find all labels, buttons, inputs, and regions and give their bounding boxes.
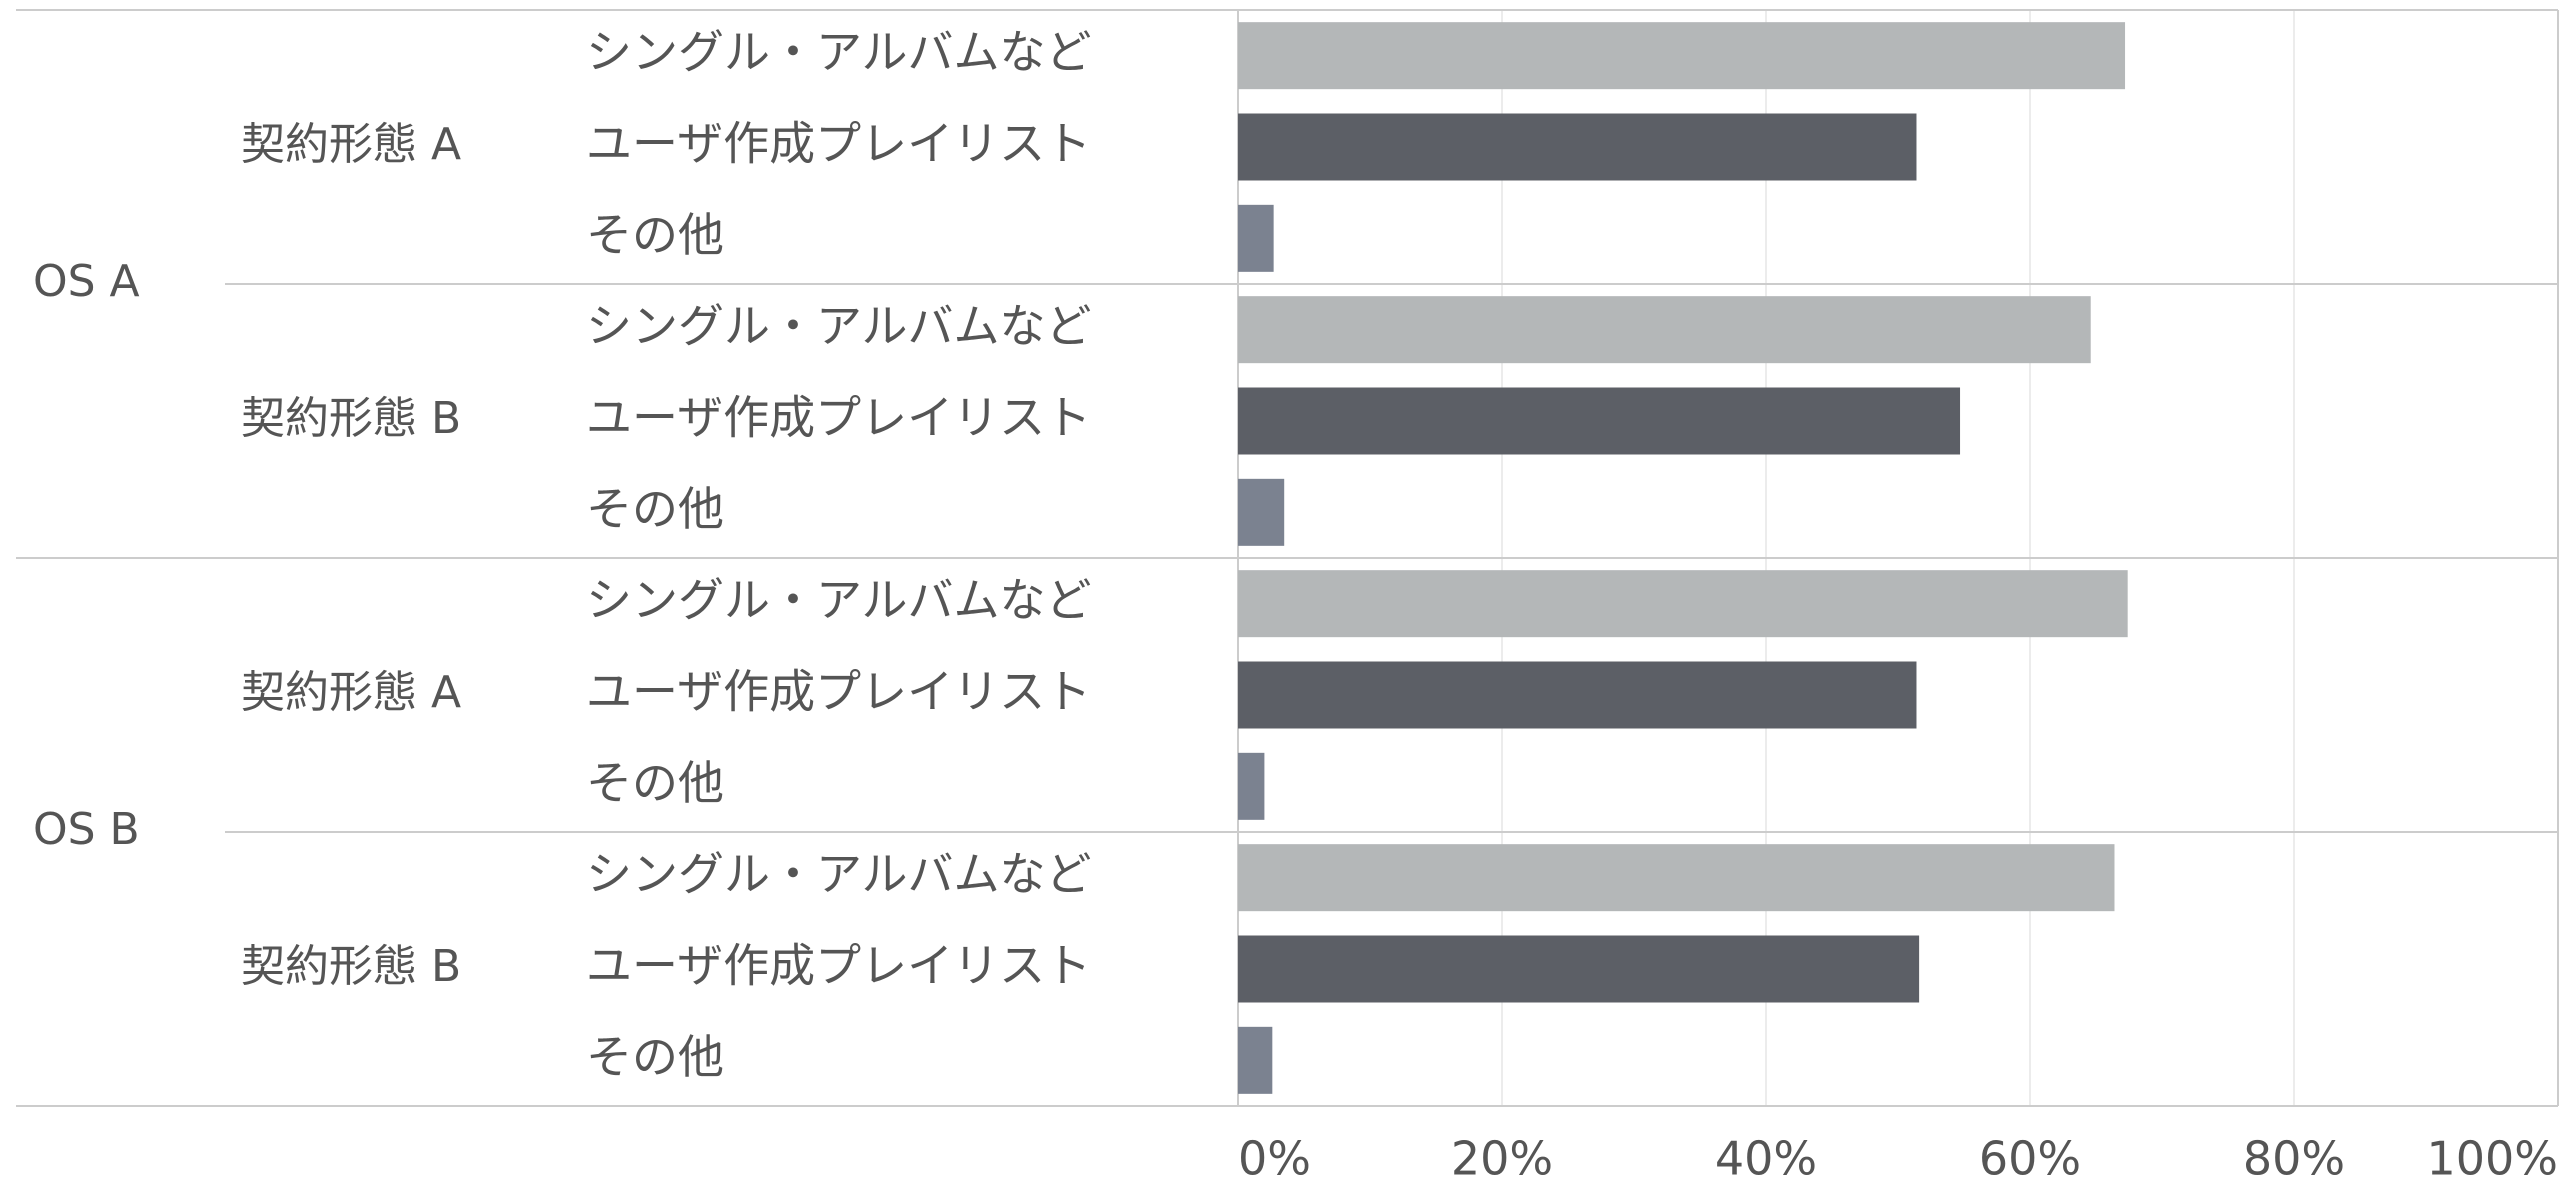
category-label: その他 xyxy=(586,482,724,536)
bar xyxy=(1238,752,1265,820)
group-label: OS B xyxy=(33,804,140,855)
bar xyxy=(1238,22,2126,90)
subgroup-label: 契約形態 A xyxy=(241,667,461,718)
category-label: その他 xyxy=(586,208,724,262)
category-label: ユーザ作成プレイリスト xyxy=(586,391,1091,445)
x-tick-label: 60% xyxy=(1979,1132,2081,1186)
x-tick-label: 20% xyxy=(1451,1132,1553,1186)
bar xyxy=(1238,204,1274,272)
category-label: その他 xyxy=(586,1030,724,1084)
group-label: OS A xyxy=(33,256,140,307)
bar xyxy=(1238,387,1961,455)
bar xyxy=(1238,296,2091,364)
bar xyxy=(1238,478,1285,546)
subgroup-label: 契約形態 B xyxy=(241,941,461,992)
category-label: その他 xyxy=(586,756,724,810)
subgroup-label: 契約形態 A xyxy=(241,119,461,170)
category-label: シングル・アルバムなど xyxy=(586,573,1092,627)
category-label: シングル・アルバムなど xyxy=(586,25,1092,79)
x-tick-label: 100% xyxy=(2426,1132,2558,1186)
bar xyxy=(1238,570,2128,638)
bar xyxy=(1238,113,1917,181)
bar xyxy=(1238,844,2115,912)
bar xyxy=(1238,1026,1273,1094)
category-label: シングル・アルバムなど xyxy=(586,299,1092,353)
x-tick-label: 80% xyxy=(2243,1132,2345,1186)
x-tick-label: 0% xyxy=(1238,1132,1311,1186)
bar xyxy=(1238,935,1920,1003)
subgroup-label: 契約形態 B xyxy=(241,393,461,444)
category-label: ユーザ作成プレイリスト xyxy=(586,117,1091,171)
bar xyxy=(1238,661,1917,729)
x-tick-label: 40% xyxy=(1715,1132,1817,1186)
category-label: ユーザ作成プレイリスト xyxy=(586,939,1091,993)
category-label: ユーザ作成プレイリスト xyxy=(586,665,1091,719)
category-label: シングル・アルバムなど xyxy=(586,847,1092,901)
